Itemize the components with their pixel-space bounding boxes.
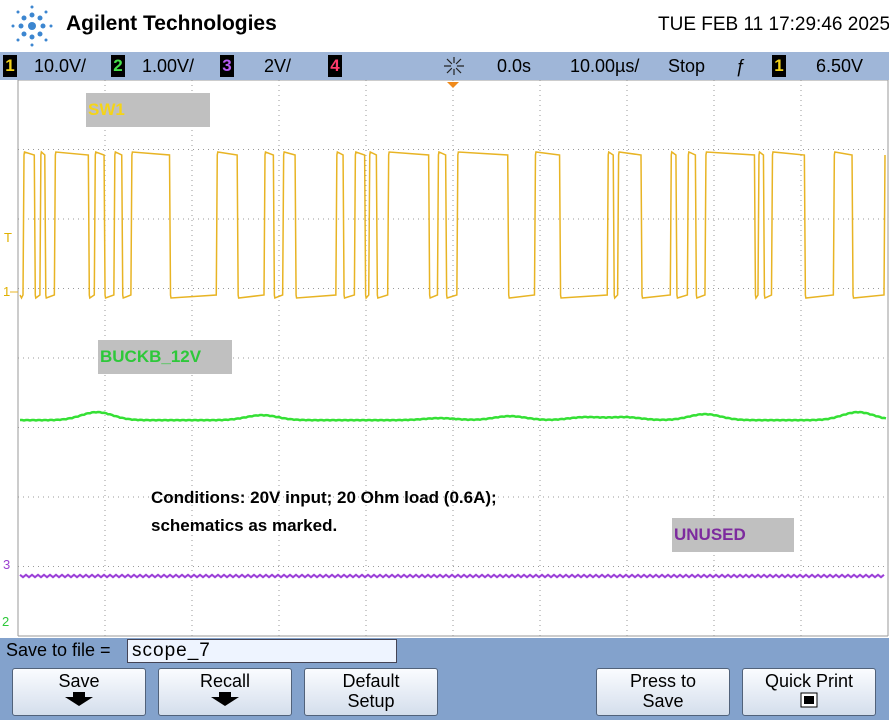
trace-label: SW1 <box>86 93 210 127</box>
button-label: Setup <box>347 691 395 711</box>
arrow-icon <box>65 692 93 706</box>
trigger-position <box>447 82 459 88</box>
button-label: Press to <box>629 671 697 691</box>
trigger-level: 6.50V <box>816 56 864 76</box>
channel-number: 1 <box>3 55 17 77</box>
channel-marker: 2 <box>2 614 10 629</box>
button-label: Save <box>58 671 100 691</box>
file-name-input[interactable]: scope_7 <box>127 639 397 663</box>
softkey-button[interactable]: Press to Save <box>596 668 730 716</box>
save-to-file-label: Save to file = <box>6 640 111 660</box>
trigger-marker: T <box>4 230 12 245</box>
buckb-trace <box>19 410 887 422</box>
channel-number: 4 <box>328 55 342 77</box>
status-bar: 1 10.0V/ 2 1.00V/ 3 2V/ 4 0.0s 10.00µs/ … <box>0 52 889 80</box>
header: Agilent Technologies TUE FEB 11 17:29:46… <box>0 0 889 52</box>
print-icon <box>800 692 818 708</box>
channel-scale: 10.0V/ <box>34 56 87 76</box>
brand: Agilent Technologies <box>66 12 277 35</box>
channel-number: 3 <box>220 55 234 77</box>
softkey-bar: Save to file = scope_7 Save Recall Default… <box>0 638 889 720</box>
button-label: Default <box>342 671 400 691</box>
trace-label: BUCKB_12V <box>98 340 232 374</box>
waveform-display <box>10 80 889 637</box>
sw1-trace <box>19 150 886 300</box>
acquire-icon <box>444 57 464 75</box>
button-label: Save <box>642 691 684 711</box>
logo <box>11 5 53 47</box>
arrow-icon <box>211 692 239 706</box>
trigger-slope: ƒ <box>735 56 746 76</box>
softkey-button[interactable]: Save <box>12 668 146 716</box>
note-line: Conditions: 20V input; 20 Ohm load (0.6A… <box>151 488 497 507</box>
trace-label: UNUSED <box>672 518 794 552</box>
channel-scale: 1.00V/ <box>142 56 195 76</box>
channel-marker: 3 <box>3 557 11 572</box>
softkey-button[interactable]: Default Setup <box>304 668 438 716</box>
channel-number: 2 <box>111 55 125 77</box>
note-line: schematics as marked. <box>151 516 338 535</box>
run-state: Stop <box>668 56 706 76</box>
timebase: 10.00µs/ <box>570 56 640 76</box>
trigger-source: 1 <box>772 55 786 77</box>
datetime: TUE FEB 11 17:29:46 2025 <box>658 14 889 35</box>
channel-scale: 2V/ <box>264 56 292 76</box>
button-label: Quick Print <box>764 671 854 691</box>
unused-trace <box>19 573 885 579</box>
softkey-button[interactable]: Recall <box>158 668 292 716</box>
delay: 0.0s <box>497 56 532 76</box>
button-label: Recall <box>199 671 251 691</box>
channel-marker: 1 <box>3 284 11 299</box>
softkey-button[interactable]: Quick Print <box>742 668 876 716</box>
